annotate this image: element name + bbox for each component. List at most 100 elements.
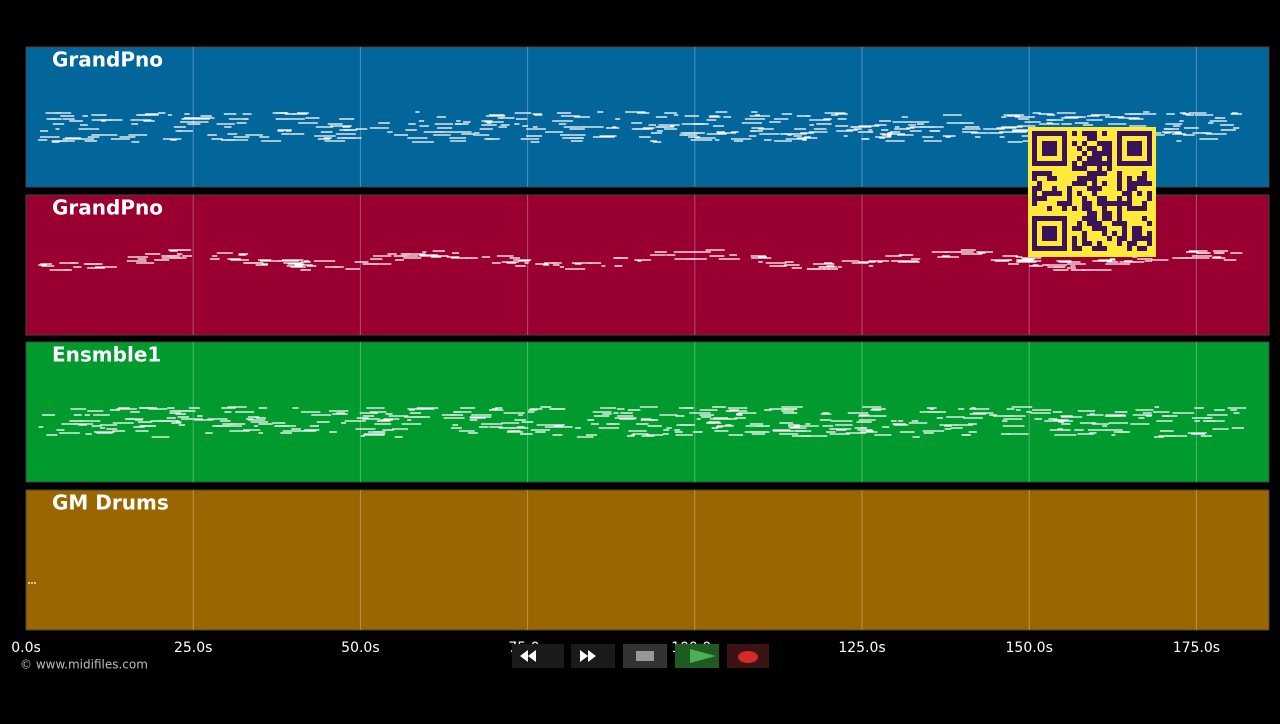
qr-module [1102,181,1107,186]
qr-module [1092,226,1097,231]
qr-module [1092,146,1097,151]
qr-module [1132,226,1137,231]
qr-module [1082,141,1087,146]
qr-module [1117,216,1122,221]
qr-module [1032,171,1037,176]
qr-module [1107,236,1112,241]
qr-module [1107,146,1112,151]
qr-module [1137,181,1142,186]
qr-module [1082,216,1087,221]
qr-module [1137,246,1142,251]
qr-module [1077,156,1082,161]
qr-module [1072,141,1077,146]
qr-module [1107,211,1112,216]
qr-module [1097,201,1102,206]
qr-module [1142,236,1147,241]
qr-module [1127,186,1132,191]
qr-module [1102,161,1107,166]
qr-module [1032,196,1037,201]
notes [38,406,1247,438]
qr-module [1092,176,1097,181]
qr-module [1117,171,1122,176]
qr-module [1032,191,1037,196]
notes [38,249,1243,271]
qr-module [1042,171,1047,176]
qr-module [1142,181,1147,186]
qr-module [1092,216,1097,221]
qr-module [1032,176,1037,181]
qr-module [1047,176,1052,181]
qr-module [1092,221,1097,226]
qr-module [1072,226,1077,231]
qr-module [1072,236,1077,241]
qr-module [1092,171,1097,176]
qr-module [1122,231,1127,236]
qr-module [1097,241,1102,246]
qr-module [1132,186,1137,191]
qr-module [1132,206,1137,211]
qr-module [1087,131,1092,136]
qr-module [1117,221,1122,226]
qr-module [1072,161,1077,166]
rewind-button[interactable] [512,644,564,668]
qr-module [1057,191,1062,196]
qr-module [1082,231,1087,236]
qr-module [1137,176,1142,181]
qr-module [1077,146,1082,151]
qr-module [1077,181,1082,186]
qr-module [1097,166,1102,171]
qr-module [1037,186,1042,191]
track-panel [25,341,1270,483]
qr-module [1082,241,1087,246]
qr-module [1117,186,1122,191]
qr-module [1087,241,1092,246]
qr-module [1122,236,1127,241]
qr-module [1127,191,1132,196]
stop-icon [636,651,654,661]
qr-module [1102,211,1107,216]
qr-module [1077,166,1082,171]
qr-module [1127,176,1132,181]
qr-module [1127,241,1132,246]
qr-module [1137,191,1142,196]
transport-controls [512,644,769,668]
qr-module [1107,151,1112,156]
qr-module [1062,206,1067,211]
qr-module [1132,236,1137,241]
qr-module [1052,176,1057,181]
qr-module [1102,206,1107,211]
qr-module [1067,191,1072,196]
qr-module [1087,206,1092,211]
qr-module [1102,131,1107,136]
qr-module [1037,171,1042,176]
qr-module [1097,156,1102,161]
qr-module [1117,181,1122,186]
qr-module [1112,221,1117,226]
qr-module [1127,246,1132,251]
qr-module [1107,166,1112,171]
qr-module [1087,171,1092,176]
qr-module [1147,231,1152,236]
qr-module [1112,231,1117,236]
qr-module [1082,161,1087,166]
qr-module [1147,196,1152,201]
qr-module [1062,201,1067,206]
qr-module [1117,211,1122,216]
qr-module [1087,211,1092,216]
qr-module [1087,201,1092,206]
qr-module [1147,241,1152,246]
qr-code [1028,127,1156,257]
time-tick-label: 0.0s [11,640,41,656]
qr-finder [1042,226,1057,241]
qr-module [1122,201,1127,206]
qr-module [1072,241,1077,246]
qr-module [1142,171,1147,176]
track-name: Ensmble1 [52,343,161,367]
qr-module [1082,166,1087,171]
qr-module [1072,181,1077,186]
qr-module [1127,206,1132,211]
qr-module [1057,201,1062,206]
qr-module [1142,201,1147,206]
qr-module [1102,196,1107,201]
qr-module [1097,221,1102,226]
